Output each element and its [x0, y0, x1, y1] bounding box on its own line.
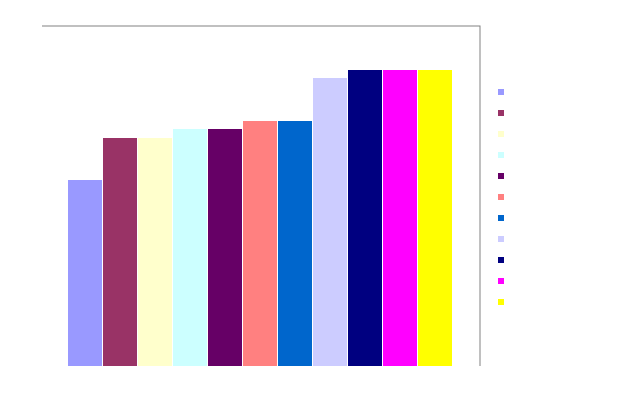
legend-swatch-2 — [498, 110, 504, 116]
legend-swatch-4 — [498, 152, 504, 158]
legend-swatch-6 — [498, 194, 504, 200]
legend-swatch-1 — [498, 89, 504, 95]
plot-border — [42, 25, 481, 366]
legend-swatch-10 — [498, 278, 504, 284]
bar-6 — [243, 121, 277, 366]
bar-2 — [103, 138, 137, 366]
plot-area — [42, 25, 481, 366]
bar-10 — [383, 70, 417, 366]
legend-swatch-8 — [498, 236, 504, 242]
legend-swatch-7 — [498, 215, 504, 221]
bar-1 — [68, 180, 102, 366]
bar-7 — [278, 121, 312, 366]
legend-swatch-5 — [498, 173, 504, 179]
bar-8 — [313, 78, 347, 366]
legend-swatch-9 — [498, 257, 504, 263]
bar-5 — [208, 129, 242, 366]
bar-3 — [138, 138, 172, 366]
bar-9 — [348, 70, 382, 366]
legend-swatch-3 — [498, 131, 504, 137]
bar-4 — [173, 129, 207, 366]
legend — [498, 89, 504, 305]
bar-11 — [418, 70, 452, 366]
legend-swatch-11 — [498, 299, 504, 305]
